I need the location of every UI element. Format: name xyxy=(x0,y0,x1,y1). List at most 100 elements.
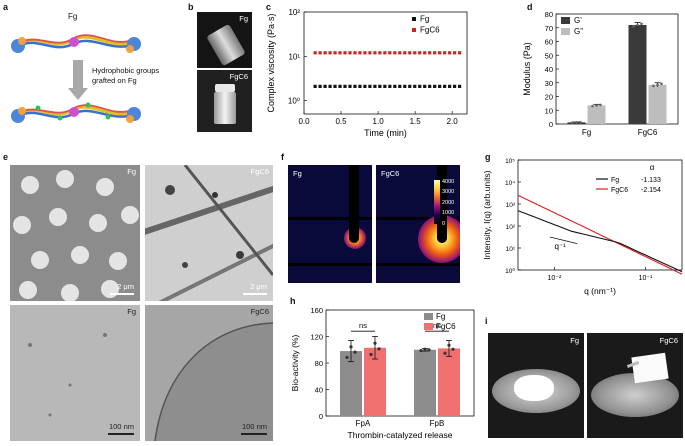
data-point xyxy=(423,84,427,88)
x-tick-label: 1.5 xyxy=(410,117,422,126)
data-point xyxy=(428,51,432,55)
data-point xyxy=(388,84,392,88)
data-point xyxy=(328,84,332,88)
sem-pore xyxy=(21,176,39,194)
series-line-fg xyxy=(517,210,683,273)
data-point xyxy=(343,84,347,88)
x-tick-label: FpB xyxy=(430,419,445,428)
data-point xyxy=(423,51,427,55)
tem-fg: Fg 100 nm xyxy=(10,305,140,441)
x-axis-label: Thrombin-catalyzed release xyxy=(348,430,453,440)
replicate-dot xyxy=(599,103,602,107)
saxs-fgc6-label: FgC6 xyxy=(381,169,400,178)
y-axis-label: Bio-activity (%) xyxy=(290,335,300,392)
replicate-dot xyxy=(575,121,578,124)
sem-pore xyxy=(31,251,49,269)
bar xyxy=(587,105,606,124)
data-point xyxy=(338,84,342,88)
data-point xyxy=(388,51,392,55)
sem-fgc6-scale-text: 2 μm xyxy=(250,282,267,291)
data-point xyxy=(428,84,432,88)
data-point xyxy=(448,84,452,88)
chart-d: 0 10 20 30 40 50 60 70 80 Modulus (Pa) Fg FgC6 G' G'' xyxy=(522,10,679,137)
saxs-fg-label: Fg xyxy=(293,169,302,178)
panel-e-letter: e xyxy=(3,152,9,162)
y-tick-label: 40 xyxy=(545,65,553,74)
x-tick-label: FgC6 xyxy=(638,128,658,137)
y-tick-label: 10 xyxy=(545,106,553,115)
replicate-dot xyxy=(353,350,357,354)
axes-frame xyxy=(303,11,468,115)
y-axis-label: Modulus (Pa) xyxy=(522,42,532,96)
legend-label: Fg xyxy=(420,15,429,24)
data-point xyxy=(438,84,442,88)
data-point xyxy=(453,51,457,55)
panel-f-letter: f xyxy=(281,152,284,162)
data-point xyxy=(418,84,422,88)
sem-pore xyxy=(19,281,37,299)
chart-c: 0.0 0.5 1.0 1.5 2.0 10⁰ 10¹ 10² Time (min) Comple… xyxy=(266,8,468,138)
panel-d-letter: d xyxy=(527,2,533,12)
guide-line xyxy=(549,236,578,244)
data-point xyxy=(348,51,352,55)
panel-a-top-label: Fg xyxy=(68,12,78,21)
legend-swatch xyxy=(561,28,570,35)
arrow-head xyxy=(68,88,88,100)
panel-b-letter: b xyxy=(188,2,194,12)
x-axis-label: Time (min) xyxy=(364,128,407,138)
protein-illustration xyxy=(11,34,141,123)
y-tick-label: 10³ xyxy=(506,202,516,209)
y-tick-label: 80 xyxy=(545,10,553,19)
series-line-fgc6 xyxy=(517,194,683,275)
data-point xyxy=(363,51,367,55)
data-point xyxy=(368,51,372,55)
legend-swatch xyxy=(561,17,570,24)
legend-label: FgC6 xyxy=(436,322,456,331)
sem-fgc6-scalebar xyxy=(243,293,267,295)
legend-swatch xyxy=(424,323,433,330)
data-point xyxy=(333,84,337,88)
x-tick-label: 10⁻² xyxy=(548,275,562,282)
y-tick-label: 10¹ xyxy=(506,246,516,253)
sem-fgc6-label: FgC6 xyxy=(250,167,269,176)
replicate-dot xyxy=(652,84,655,88)
significance-label: ns xyxy=(359,321,367,330)
data-point xyxy=(358,51,362,55)
significance-label: ns xyxy=(433,321,441,330)
replicate-dot xyxy=(349,345,353,349)
protein-grafted xyxy=(11,102,141,123)
tem-fgc6-label: FgC6 xyxy=(250,307,269,316)
data-point xyxy=(373,51,377,55)
data-point xyxy=(313,51,317,55)
bar xyxy=(364,347,386,416)
y-tick-label: 80 xyxy=(315,359,323,368)
sem-fg: Fg 2 μm xyxy=(10,165,140,301)
data-point xyxy=(323,51,327,55)
y-tick-label: 70 xyxy=(545,24,553,33)
replicate-dot xyxy=(451,347,455,351)
vial-photo-fg: Fg xyxy=(197,12,252,68)
protein-native xyxy=(11,34,141,53)
dish-label-fgc6: FgC6 xyxy=(659,336,678,345)
tem-fg-label: Fg xyxy=(127,307,136,316)
data-point xyxy=(333,51,337,55)
panel-c-letter: c xyxy=(266,2,272,12)
replicate-dot xyxy=(656,83,659,87)
data-point xyxy=(378,51,382,55)
replicate-dot xyxy=(345,355,349,360)
y-tick-label: 0 xyxy=(319,412,323,421)
replicate-dot xyxy=(579,120,582,124)
y-tick-label: 160 xyxy=(310,306,323,315)
data-point xyxy=(378,84,382,88)
sem-pore xyxy=(109,252,127,270)
data-point xyxy=(328,51,332,55)
data-point xyxy=(343,51,347,55)
data-point xyxy=(433,51,437,55)
data-point xyxy=(318,84,322,88)
x-tick-label: 0.5 xyxy=(335,117,347,126)
replicate-dot xyxy=(419,348,423,353)
y-tick-label: 20 xyxy=(545,93,553,102)
tem-fg-scalebar xyxy=(108,433,134,435)
data-point xyxy=(457,51,462,55)
replicate-dot xyxy=(591,104,594,108)
